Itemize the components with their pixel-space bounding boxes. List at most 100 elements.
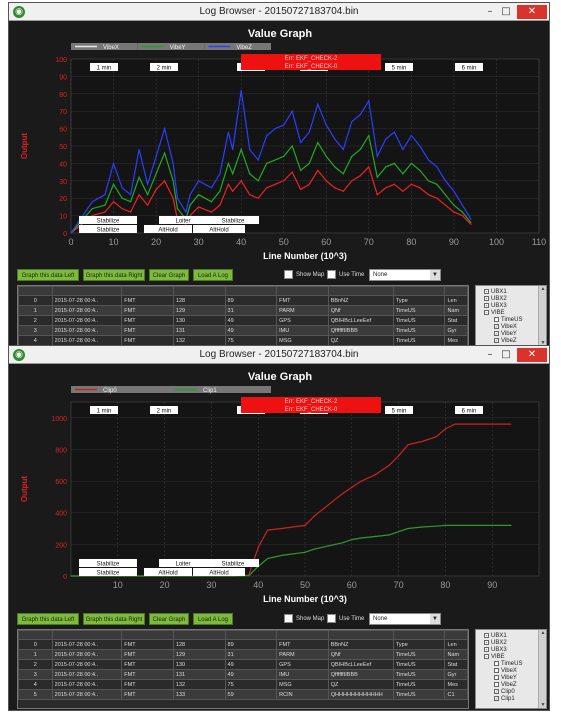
tree-item-vibey[interactable]: ✓ VibeY: [494, 330, 517, 338]
tree-item-ubx1[interactable]: + UBX1: [484, 288, 507, 296]
table-row[interactable]: 0 2015-07-28 00:4.. FMT 128 89 FMT BBnNZ Type Le…: [18, 295, 468, 306]
scroll-up-icon[interactable]: ▲: [540, 630, 546, 636]
table-row[interactable]: 4 2015-07-28 00:4.. FMT 132 75 MSG QZ TimeUS Mes: [18, 679, 468, 690]
time-select[interactable]: None ▼: [369, 613, 441, 625]
time-select[interactable]: None ▼: [369, 269, 441, 281]
clear-graph-button[interactable]: Clear Graph: [149, 613, 189, 625]
unchecked-checkbox[interactable]: [494, 681, 499, 687]
column-header[interactable]: [18, 630, 53, 640]
table-row[interactable]: 5 2015-07-28 00:4.. FMT 133 59 RCIN QHHHHHHHHH…: [18, 689, 468, 700]
tree-scrollbar[interactable]: ▲ ▼: [538, 630, 546, 708]
graph-right-button[interactable]: Graph this data Right: [83, 269, 145, 281]
table-row[interactable]: 3 2015-07-28 00:4.. FMT 131 49 IMU QffffffIIBB…: [18, 669, 468, 680]
column-header[interactable]: [276, 630, 329, 640]
flight-mode-label: Stabilize: [97, 228, 120, 234]
column-header[interactable]: [392, 286, 446, 296]
minimize-icon[interactable]: –: [487, 6, 493, 17]
log-table[interactable]: 0 2015-07-28 00:4.. FMT 128 89 FMT BBnNZ Type Le…: [17, 629, 469, 709]
tree-item-ubx2[interactable]: + UBX2: [484, 295, 507, 303]
tree-item-vibez[interactable]: ✓ VibeZ: [494, 337, 517, 345]
column-header[interactable]: [51, 630, 123, 640]
graph-right-button[interactable]: Graph this data Right: [83, 613, 145, 625]
unchecked-checkbox[interactable]: [494, 316, 499, 322]
column-header[interactable]: [444, 630, 468, 640]
tree-item-clip1[interactable]: ✓ Clip1: [494, 695, 515, 703]
table-row[interactable]: 2 2015-07-28 00:4.. FMT 130 49 GPS QBIHBcLLeeE…: [18, 659, 468, 670]
log-table[interactable]: 0 2015-07-28 00:4.. FMT 128 89 FMT BBnNZ Type Le…: [17, 285, 469, 346]
tree-item-ubx3[interactable]: + UBX3: [484, 646, 507, 654]
expand-icon[interactable]: +: [484, 646, 489, 652]
checked-checkbox[interactable]: ✓: [494, 688, 499, 694]
column-header[interactable]: [172, 630, 226, 640]
table-row[interactable]: 2 2015-07-28 00:4.. FMT 130 49 GPS QBIHBcLLeeE…: [18, 315, 468, 326]
column-header[interactable]: [327, 286, 394, 296]
graph-left-button[interactable]: Graph this data Left: [17, 613, 79, 625]
column-header[interactable]: [51, 286, 123, 296]
clear-graph-button[interactable]: Clear Graph: [149, 269, 189, 281]
column-header[interactable]: [172, 286, 226, 296]
value-graph[interactable]: Value Graph Clip0 Clip1 10 20 30 40 50 60 70 80 90 0…: [9, 364, 549, 609]
tree-item-vibez[interactable]: VibeZ: [494, 681, 517, 689]
unchecked-checkbox[interactable]: [494, 660, 499, 666]
collapse-icon[interactable]: −: [484, 309, 489, 315]
tree-item-ubx3[interactable]: + UBX3: [484, 302, 507, 310]
checked-checkbox[interactable]: ✓: [494, 695, 499, 701]
maximize-icon[interactable]: □: [501, 6, 511, 17]
load-log-button[interactable]: Load A Log: [193, 269, 233, 281]
value-graph[interactable]: Value Graph VibeX VibeY VibeZ 0 10 20 30 40 50 60 7…: [9, 21, 549, 266]
table-row[interactable]: 4 2015-07-28 00:4.. FMT 132 75 MSG QZ TimeUS Mes: [18, 335, 468, 346]
expand-icon[interactable]: +: [484, 632, 489, 638]
close-icon[interactable]: ✕: [517, 5, 547, 19]
checked-checkbox[interactable]: ✓: [494, 330, 499, 336]
tree-item-vibex[interactable]: VibeX: [494, 667, 517, 675]
show-map-checkbox[interactable]: [284, 614, 293, 623]
table-row[interactable]: 0 2015-07-28 00:4.. FMT 128 89 FMT BBnNZ Type Le…: [18, 639, 468, 650]
tree-item-vibex[interactable]: ✓ VibeX: [494, 323, 517, 331]
close-icon[interactable]: ✕: [517, 348, 547, 362]
column-header[interactable]: [224, 286, 278, 296]
use-time-checkbox[interactable]: [327, 270, 336, 279]
maximize-icon[interactable]: □: [501, 349, 511, 360]
scroll-down-icon[interactable]: ▼: [540, 702, 546, 708]
tree-item-vibe[interactable]: − VIBE: [484, 653, 505, 661]
load-log-button[interactable]: Load A Log: [193, 613, 233, 625]
unchecked-checkbox[interactable]: [494, 667, 499, 673]
column-header[interactable]: [121, 286, 174, 296]
scroll-down-icon[interactable]: ▼: [540, 340, 546, 346]
column-header[interactable]: [444, 286, 468, 296]
column-header[interactable]: [392, 630, 446, 640]
expand-icon[interactable]: +: [484, 639, 489, 645]
column-header[interactable]: [224, 630, 278, 640]
data-point: [368, 100, 370, 102]
data-point: [342, 190, 344, 192]
expand-icon[interactable]: +: [484, 295, 489, 301]
tree-item-ubx1[interactable]: + UBX1: [484, 632, 507, 640]
column-header[interactable]: [327, 630, 394, 640]
tree-item-ubx2[interactable]: + UBX2: [484, 639, 507, 647]
collapse-icon[interactable]: −: [484, 653, 489, 659]
graph-left-button[interactable]: Graph this data Left: [17, 269, 79, 281]
expand-icon[interactable]: +: [484, 288, 489, 294]
table-row[interactable]: 1 2015-07-28 00:4.. FMT 129 31 PARM QNf TimeUS N…: [18, 305, 468, 316]
column-header[interactable]: [18, 286, 53, 296]
expand-icon[interactable]: +: [484, 302, 489, 308]
field-tree[interactable]: + UBX1 + UBX2 + UBX3− VIBE TimeUS VibeX VibeY Vibe…: [475, 629, 547, 709]
column-header[interactable]: [276, 286, 329, 296]
checked-checkbox[interactable]: ✓: [494, 337, 499, 343]
tree-item-vibe[interactable]: − VIBE: [484, 309, 505, 317]
table-row[interactable]: 1 2015-07-28 00:4.. FMT 129 31 PARM QNf TimeUS N…: [18, 649, 468, 660]
checked-checkbox[interactable]: ✓: [494, 323, 499, 329]
tree-item-clip0[interactable]: ✓ Clip0: [494, 688, 515, 696]
tree-scrollbar[interactable]: ▲ ▼: [538, 286, 546, 346]
tree-item-timeus[interactable]: TimeUS: [494, 316, 522, 324]
tree-item-vibey[interactable]: VibeY: [494, 674, 517, 682]
unchecked-checkbox[interactable]: [494, 674, 499, 680]
tree-item-timeus[interactable]: TimeUS: [494, 660, 522, 668]
scroll-up-icon[interactable]: ▲: [540, 286, 546, 292]
show-map-checkbox[interactable]: [284, 270, 293, 279]
use-time-checkbox[interactable]: [327, 614, 336, 623]
column-header[interactable]: [121, 630, 174, 640]
table-row[interactable]: 3 2015-07-28 00:4.. FMT 131 49 IMU QffffffIIBB…: [18, 325, 468, 336]
field-tree[interactable]: + UBX1 + UBX2 + UBX3− VIBE TimeUS ✓ VibeX ✓ VibeY ✓ V…: [475, 285, 547, 346]
minimize-icon[interactable]: –: [487, 349, 493, 360]
